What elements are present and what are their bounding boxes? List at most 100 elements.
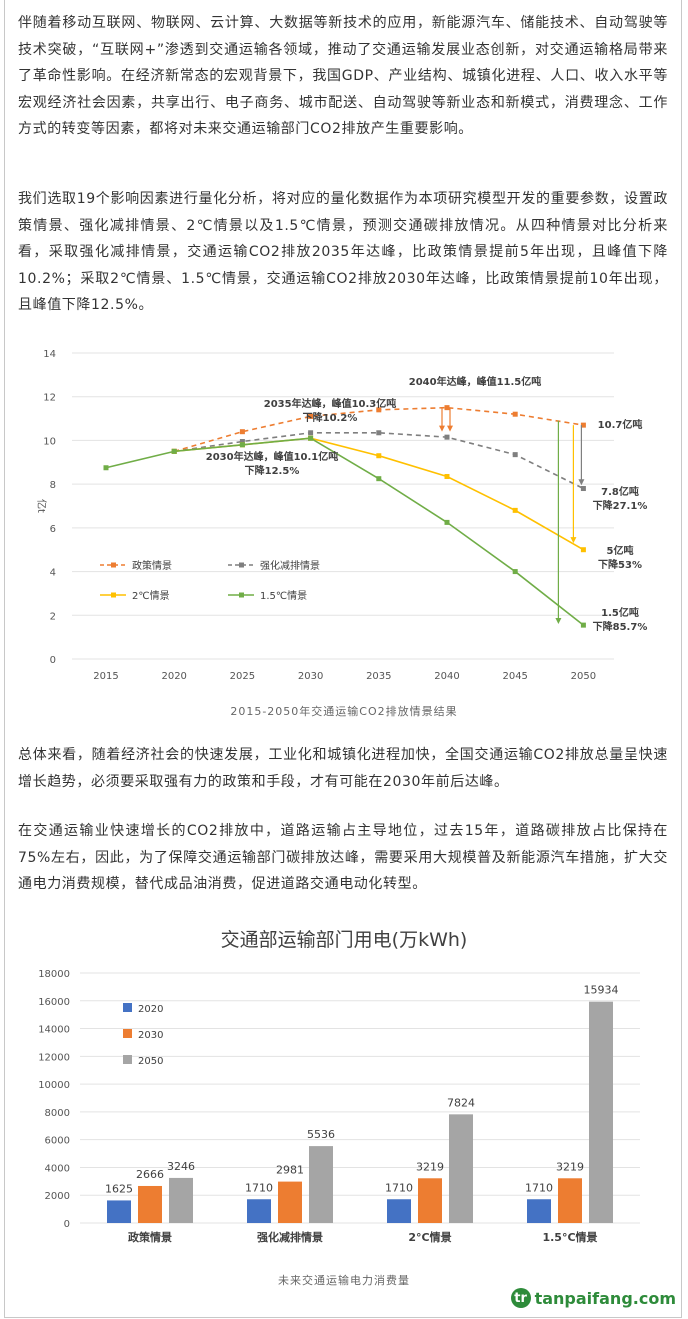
x-tick-label: 2050 <box>571 671 596 682</box>
legend-label: 2℃情景 <box>132 589 170 602</box>
bar-2020 <box>527 1199 551 1223</box>
data-point <box>376 453 382 459</box>
bar-2030 <box>558 1178 582 1223</box>
y-tick-label: 4 <box>50 568 56 579</box>
x-category-label: 1.5°C情景 <box>542 1230 597 1244</box>
data-point <box>444 405 450 411</box>
y-tick-label: 12 <box>43 393 56 404</box>
annotation-text: 2030年达峰，峰值10.1亿吨 <box>206 450 339 463</box>
paragraph-3: 总体来看，随着经济社会的快速发展，工业化和城镇化进程加快，全国交通运输CO2排放… <box>18 747 668 790</box>
bar-2020 <box>247 1199 271 1223</box>
legend-marker <box>239 592 244 598</box>
x-tick-label: 2045 <box>502 671 527 682</box>
legend-label: 1.5℃情景 <box>260 589 307 602</box>
y-tick-label: 0 <box>64 1219 70 1230</box>
data-point <box>512 452 518 458</box>
annotation-text: 5亿吨 <box>607 544 634 557</box>
data-label: 2666 <box>136 1168 164 1181</box>
x-tick-label: 2015 <box>93 671 118 682</box>
y-tick-label: 10000 <box>38 1080 70 1091</box>
y-tick-label: 6 <box>50 524 56 535</box>
line-chart-caption: 2015-2050年交通运输CO2排放情景结果 <box>230 705 458 718</box>
data-point <box>239 442 245 448</box>
paragraph-1: 伴随着移动互联网、物联网、云计算、大数据等新技术的应用，新能源汽车、储能技术、自… <box>18 15 668 137</box>
emission-line-chart: 0 2 4 6 8 10 12 14 亿t 2015 2020 2025 2030 2035 2040 204… <box>35 349 648 682</box>
x-tick-label: 2040 <box>434 671 459 682</box>
y-tick-label: 6000 <box>45 1136 70 1147</box>
y-tick-label: 8000 <box>45 1108 70 1119</box>
paragraph-4: 在交通运输业快速增长的CO2排放中，道路运输占主导地位，过去15年，道路碳排放占… <box>18 823 668 892</box>
data-label: 2981 <box>276 1164 304 1177</box>
data-point <box>444 519 450 525</box>
annotation-arrowhead <box>555 618 562 625</box>
x-category-label: 政策情景 <box>128 1230 172 1244</box>
y-tick-label: 8 <box>50 480 56 491</box>
data-point <box>308 430 314 436</box>
y-tick-label: 4000 <box>45 1163 70 1174</box>
annotation-text: 下降53% <box>598 558 642 571</box>
data-label: 1710 <box>385 1181 413 1194</box>
x-tick-label: 2020 <box>161 671 186 682</box>
data-point <box>376 407 382 413</box>
legend-label: 政策情景 <box>132 559 172 572</box>
annotation-text: 1.5亿吨 <box>601 606 639 619</box>
bar-2050 <box>589 1001 613 1223</box>
data-point <box>308 413 314 419</box>
data-label: 1710 <box>245 1181 273 1194</box>
legend-label: 2020 <box>138 1004 163 1015</box>
watermark-text: tanpaifang.com <box>534 1288 676 1308</box>
bar-2020 <box>387 1199 411 1223</box>
bar-2050 <box>449 1114 473 1223</box>
y-tick-label: 16000 <box>38 997 70 1008</box>
x-tick-label: 2030 <box>298 671 323 682</box>
site-watermark: tr tanpaifang.com <box>510 1287 676 1309</box>
annotation-text: 下降27.1% <box>593 499 648 512</box>
data-label: 15934 <box>584 984 619 997</box>
data-label: 1710 <box>525 1181 553 1194</box>
y-tick-label: 12000 <box>38 1052 70 1063</box>
legend-swatch <box>123 1055 132 1064</box>
data-label: 1625 <box>105 1182 133 1195</box>
legend-marker <box>111 592 116 598</box>
y-tick-label: 10 <box>43 436 56 447</box>
data-point <box>239 429 245 435</box>
annotation-text: 2040年达峰，峰值11.5亿吨 <box>409 375 542 388</box>
bar-2050 <box>309 1146 333 1223</box>
legend-swatch <box>123 1003 132 1012</box>
data-point <box>512 411 518 417</box>
y-tick-label: 2 <box>50 611 56 622</box>
annotation-arrowhead <box>439 425 445 432</box>
data-point <box>580 547 586 553</box>
legend-label: 2050 <box>138 1056 163 1067</box>
data-label: 3219 <box>556 1160 584 1173</box>
data-label: 7824 <box>447 1096 475 1109</box>
data-point <box>171 448 177 454</box>
data-point <box>239 439 245 445</box>
bar-2050 <box>169 1177 193 1223</box>
bar-2020 <box>107 1200 131 1223</box>
article-frame <box>4 0 682 1318</box>
y-axis-label: 亿t <box>35 499 48 513</box>
annotation-arrowhead <box>570 537 577 544</box>
legend-label: 2030 <box>138 1030 163 1041</box>
annotation-text: 下降85.7% <box>593 620 648 633</box>
data-point <box>512 569 518 575</box>
x-category-label: 2°C情景 <box>408 1230 451 1244</box>
data-point <box>376 430 382 436</box>
annotation-text: 下降12.5% <box>245 464 300 477</box>
annotation-arrowhead <box>447 425 453 432</box>
legend-label: 强化减排情景 <box>260 559 320 572</box>
data-point <box>444 434 450 440</box>
data-label: 3219 <box>416 1160 444 1173</box>
data-label: 3246 <box>167 1160 195 1173</box>
y-tick-label: 18000 <box>38 969 70 980</box>
x-tick-label: 2025 <box>230 671 255 682</box>
legend-swatch <box>123 1029 132 1038</box>
bar-2030 <box>278 1181 302 1223</box>
legend-marker <box>239 562 244 568</box>
data-point <box>580 622 586 628</box>
annotation-arrowhead <box>578 479 585 486</box>
bar-chart-title: 交通部运输部门用电(万kWh) <box>221 929 468 951</box>
paragraph-2: 我们选取19个影响因素进行量化分析，将对应的量化数据作为本项研究模型开发的重要参… <box>18 191 668 313</box>
bar-2030 <box>138 1185 162 1223</box>
